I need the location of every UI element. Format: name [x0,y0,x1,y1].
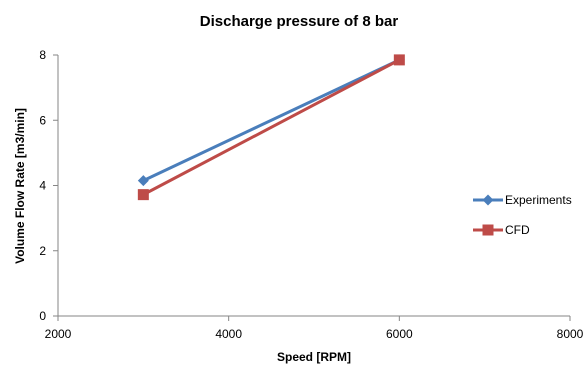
legend-marker [482,194,494,206]
legend-label: Experiments [505,193,572,207]
data-point [393,54,405,66]
legend: Experiments CFD [473,193,572,237]
data-point [137,189,149,201]
x-tick-label: 2000 [45,327,72,341]
legend-label: CFD [505,223,530,237]
x-tick-label: 6000 [386,327,413,341]
y-tick-label: 8 [39,48,46,62]
y-tick-label: 2 [39,244,46,258]
y-tick-label: 4 [39,179,46,193]
x-axis-label: Speed [RPM] [277,350,351,364]
legend-marker [482,224,494,236]
y-axis-ticks: 0 2 4 6 8 [39,48,58,323]
x-tick-label: 4000 [215,327,242,341]
y-tick-label: 6 [39,113,46,127]
series-layer [137,54,405,201]
y-axis-label: Volume Flow Rate [m3/min] [13,108,27,264]
y-tick-label: 0 [39,309,46,323]
series-cfd [137,54,405,201]
legend-item: Experiments [473,193,572,207]
series-experiments [137,54,405,187]
data-point [137,175,149,187]
x-tick-label: 8000 [557,327,584,341]
series-line [142,58,401,196]
x-axis-ticks: 2000 4000 6000 8000 [45,316,584,341]
series-line [142,58,400,182]
legend-item: CFD [473,223,530,237]
chart-title: Discharge pressure of 8 bar [200,13,399,30]
